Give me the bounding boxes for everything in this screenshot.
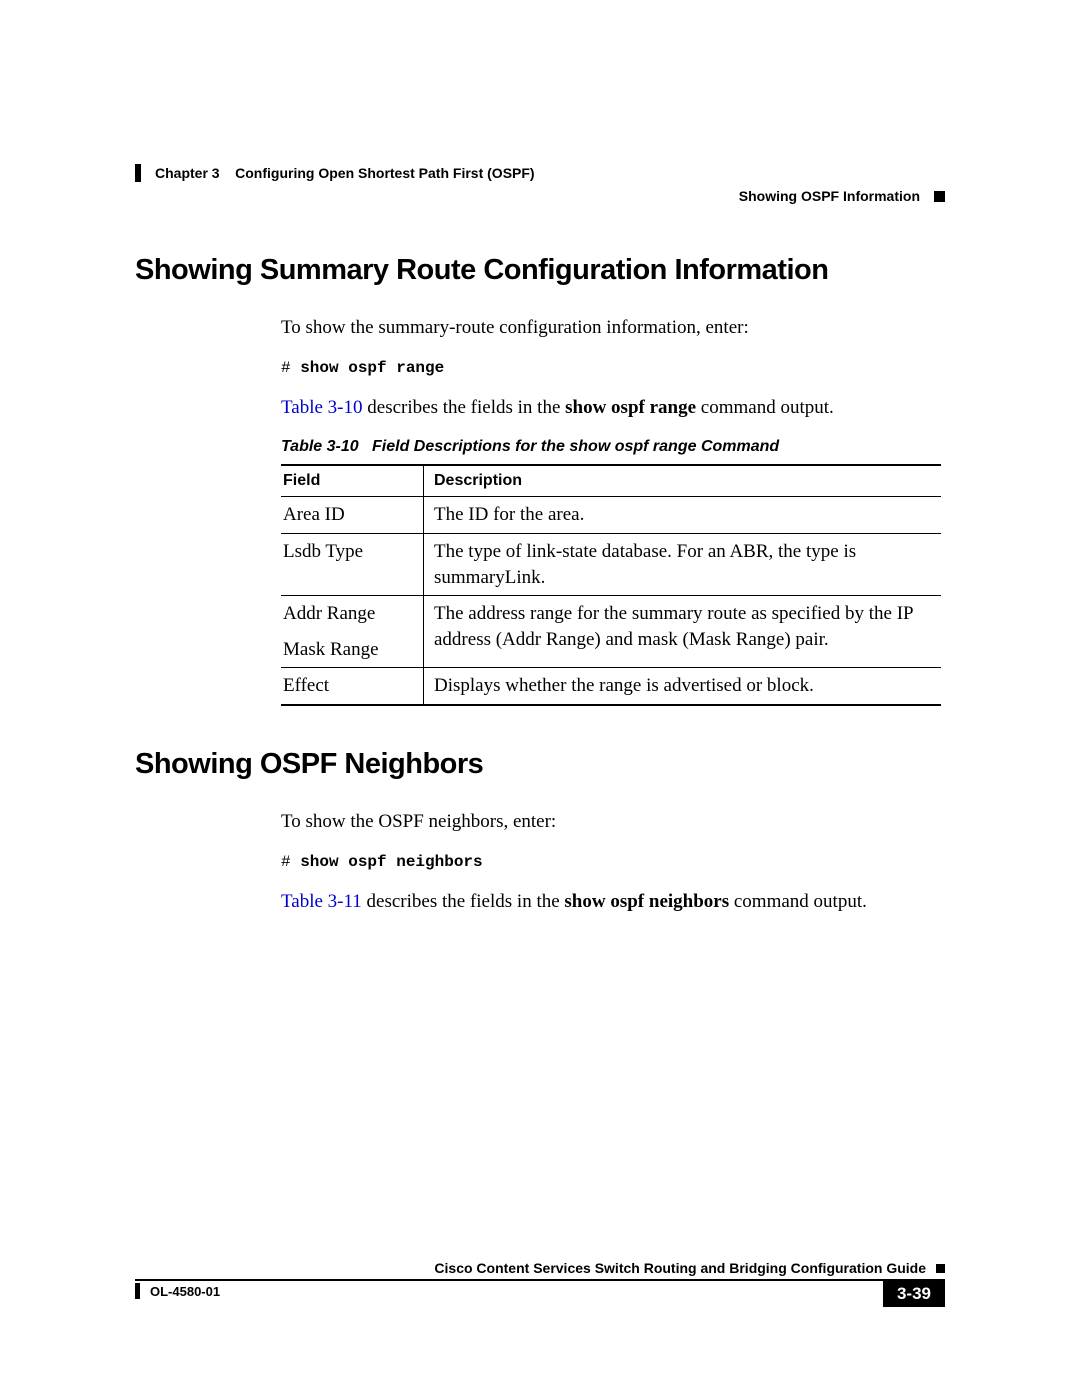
cell-desc: Displays whether the range is advertised… [424,668,942,705]
cell-field: Lsdb Type [281,533,424,595]
table-link-3-10[interactable]: Table 3-10 [281,397,363,418]
intro-summary-route: To show the summary-route configuration … [281,315,945,341]
page-header-section: Showing OSPF Information [135,188,945,204]
footer-bar-icon [135,1283,140,1299]
table-ref-text-2: Table 3-11 describes the fields in the s… [281,889,945,915]
cell-field: Area ID [281,497,424,534]
footer-square-icon [936,1264,945,1273]
cell-field: Effect [281,668,424,705]
header-square-icon [934,191,945,202]
footer-guide-title: Cisco Content Services Switch Routing an… [434,1260,926,1276]
command-show-ospf-range: # show ospf range [281,359,945,377]
table-row: Lsdb Type The type of link-state databas… [281,533,941,595]
table-row: Effect Displays whether the range is adv… [281,668,941,705]
heading-ospf-neighbors: Showing OSPF Neighbors [135,748,945,781]
table-ref-text-1: Table 3-10 describes the fields in the s… [281,395,945,421]
cell-field: Mask Range [281,632,424,668]
section-title: Showing OSPF Information [739,188,920,204]
intro-ospf-neighbors: To show the OSPF neighbors, enter: [281,809,945,835]
cell-desc: The ID for the area. [424,497,942,534]
cell-field: Addr Range [281,596,424,632]
column-header-field: Field [281,465,424,497]
cell-desc: The address range for the summary route … [424,596,942,668]
page-number: 3-39 [883,1281,945,1307]
cell-desc: The type of link-state database. For an … [424,533,942,595]
table-link-3-11[interactable]: Table 3-11 [281,891,362,912]
table-row: Area ID The ID for the area. [281,497,941,534]
column-header-description: Description [424,465,942,497]
heading-summary-route: Showing Summary Route Configuration Info… [135,254,945,287]
page-footer: Cisco Content Services Switch Routing an… [135,1260,945,1307]
table-caption-3-10: Table 3-10 Field Descriptions for the sh… [281,438,945,456]
chapter-title: Configuring Open Shortest Path First (OS… [235,165,534,181]
command-show-ospf-neighbors: # show ospf neighbors [281,853,945,871]
page-header-top: Chapter 3 Configuring Open Shortest Path… [135,165,945,182]
footer-doc-id: OL-4580-01 [150,1284,220,1299]
header-bar-icon [135,164,141,182]
chapter-label: Chapter 3 [155,165,220,181]
table-show-ospf-range: Field Description Area ID The ID for the… [281,464,941,706]
table-row: Addr Range The address range for the sum… [281,596,941,632]
